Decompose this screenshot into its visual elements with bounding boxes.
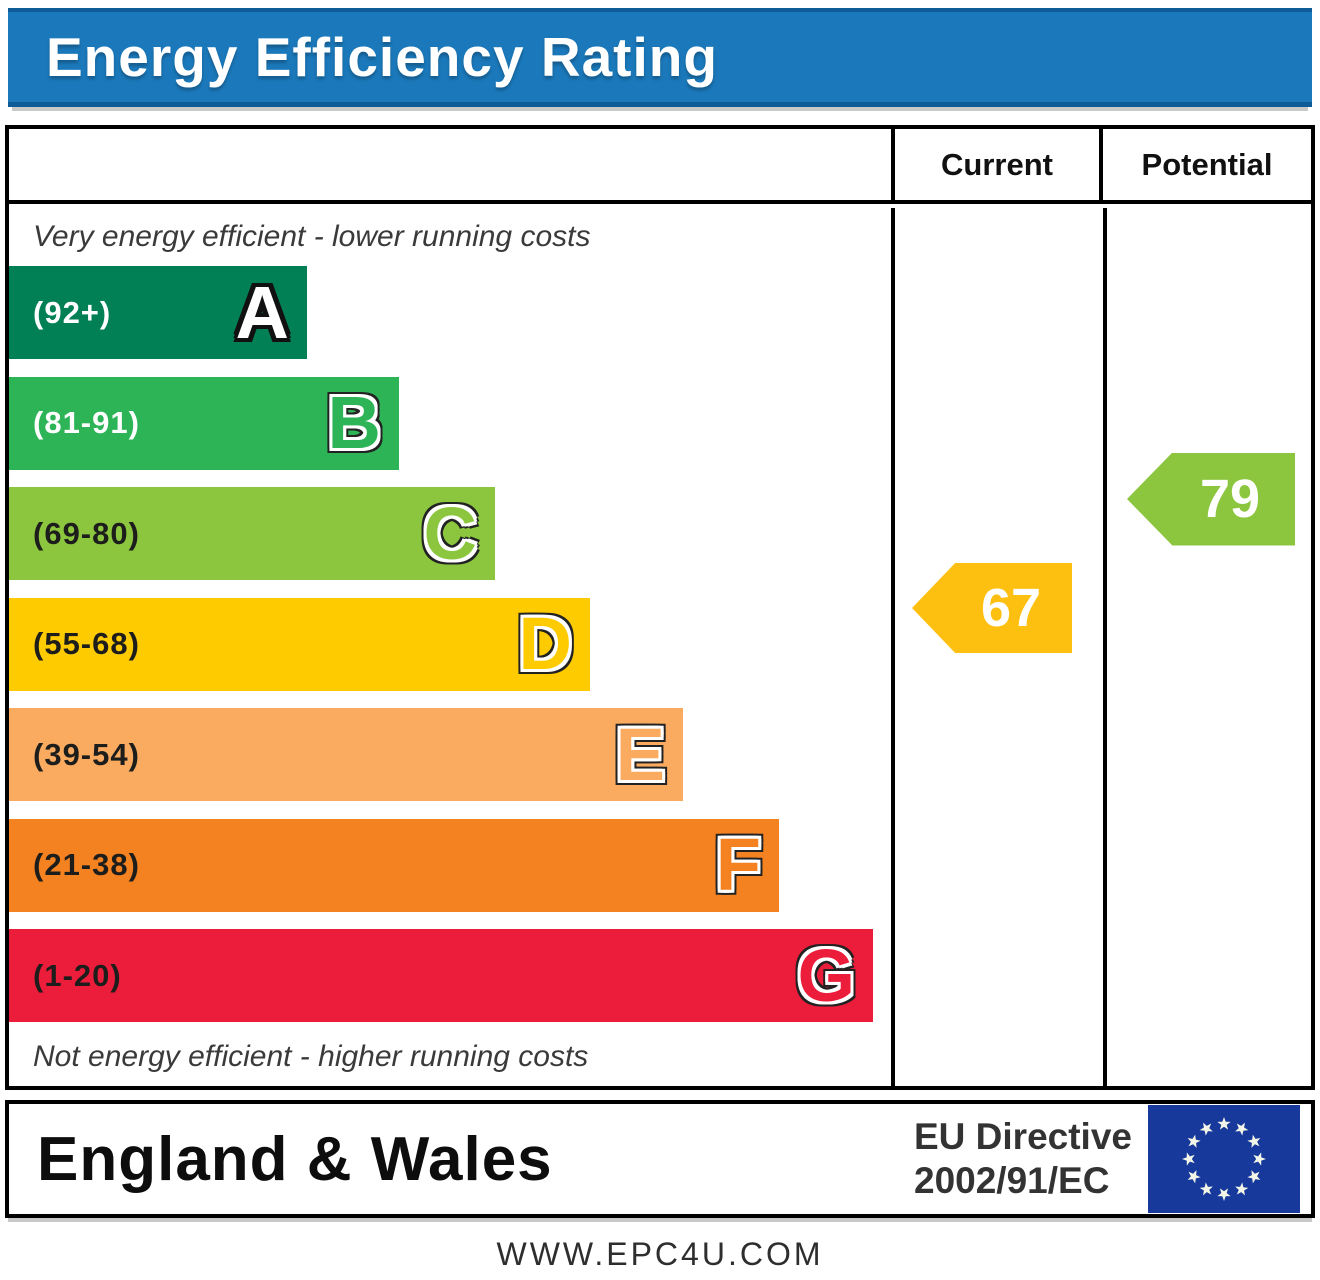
band-f: (21-38) F <box>9 818 779 912</box>
page-title-text: Energy Efficiency Rating <box>46 26 718 88</box>
band-b: (81-91) B <box>9 376 399 470</box>
eu-directive-line2: 2002/91/EC <box>914 1160 1110 1201</box>
rating-table: Current Potential Very energy efficient … <box>5 125 1315 1090</box>
band-g: (1-20) G <box>9 929 873 1022</box>
band-letter: D <box>518 602 572 685</box>
column-header-current: Current <box>895 129 1103 200</box>
eu-directive-label: EU Directive 2002/91/EC <box>914 1115 1132 1204</box>
band-d: (55-68) D <box>9 597 590 691</box>
website-caption: WWW.EPC4U.COM <box>496 1236 824 1272</box>
eu-directive-line1: EU Directive <box>914 1115 1132 1157</box>
current-column: 67 <box>899 208 1107 1086</box>
band-range-label: (1-20) <box>33 957 122 993</box>
band-range-label: (55-68) <box>33 626 140 661</box>
band-range-label: (81-91) <box>33 405 140 440</box>
column-header-potential: Potential <box>1141 146 1273 182</box>
eu-flag-icon <box>1148 1105 1300 1213</box>
table-header-spacer <box>9 129 895 200</box>
top-note: Very energy efficient - lower running co… <box>33 220 591 253</box>
band-letter: E <box>615 712 665 796</box>
potential-rating-arrow: 79 <box>1127 452 1295 546</box>
band-range-label: (39-54) <box>33 736 140 772</box>
page-title: Energy Efficiency Rating <box>8 8 1312 107</box>
region-label: England & Wales <box>37 1124 553 1194</box>
potential-column: 79 <box>1111 208 1311 1086</box>
band-e: (39-54) E <box>9 708 683 801</box>
table-header-row: Current Potential <box>9 129 1311 204</box>
footer: England & Wales EU Directive 2002/91/EC <box>5 1100 1315 1218</box>
band-range-label: (92+) <box>33 294 112 330</box>
band-letter: C <box>423 491 477 575</box>
band-c: (69-80) C <box>9 487 495 580</box>
band-letter: F <box>715 823 761 906</box>
band-letter: B <box>327 381 381 464</box>
potential-rating-value: 79 <box>1199 469 1261 529</box>
current-rating-arrow: 67 <box>912 563 1072 653</box>
bottom-note: Not energy efficient - higher running co… <box>33 1040 589 1073</box>
band-a: (92+) A <box>9 266 307 359</box>
band-letter: A <box>235 270 289 354</box>
band-letter: G <box>797 933 855 1017</box>
band-range-label: (69-80) <box>33 515 140 551</box>
current-rating-value: 67 <box>980 578 1042 638</box>
table-body: Very energy efficient - lower running co… <box>9 208 1311 1086</box>
band-range-label: (21-38) <box>33 847 140 882</box>
band-chart-column: Very energy efficient - lower running co… <box>9 208 895 1086</box>
